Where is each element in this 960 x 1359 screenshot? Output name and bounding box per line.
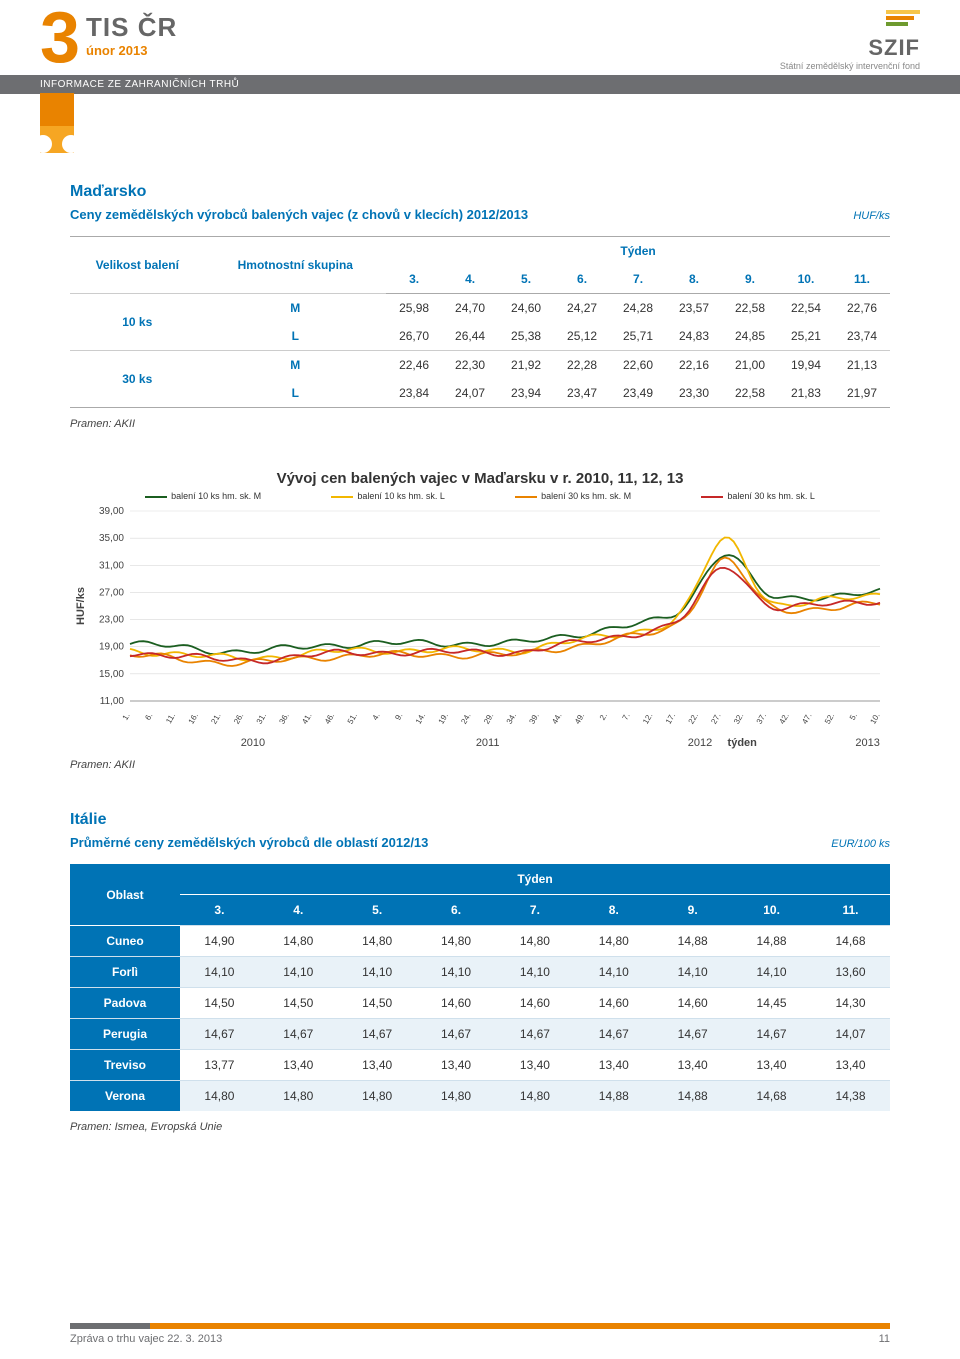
hungary-table: Velikost baleníHmotnostní skupinaTýden3.… — [70, 237, 890, 407]
hungary-unit: HUF/ks — [853, 210, 890, 222]
szif-logo-text: SZIF — [780, 35, 920, 61]
svg-text:23,00: 23,00 — [99, 615, 124, 626]
svg-text:5.: 5. — [848, 712, 859, 722]
svg-text:1.: 1. — [121, 712, 132, 722]
svg-text:7.: 7. — [621, 712, 632, 722]
svg-text:39.: 39. — [527, 712, 540, 726]
svg-text:6.: 6. — [143, 712, 154, 722]
svg-text:26.: 26. — [232, 712, 245, 726]
hungary-source: Pramen: AKII — [70, 418, 890, 430]
svg-text:24.: 24. — [459, 712, 472, 726]
header-deco-icon — [40, 93, 74, 153]
chart-source: Pramen: AKII — [70, 759, 890, 771]
svg-text:19.: 19. — [437, 712, 450, 726]
chart-legend: balení 10 ks hm. sk. Mbalení 10 ks hm. s… — [70, 491, 890, 501]
tis-logo-sub: únor 2013 — [86, 43, 177, 58]
svg-text:14.: 14. — [414, 712, 427, 726]
chart-year-row: 201020112012 týden2013 — [70, 737, 890, 749]
tis-logo: TIS ČR únor 2013 — [86, 10, 177, 58]
svg-text:17.: 17. — [664, 712, 677, 726]
svg-text:2.: 2. — [598, 712, 609, 722]
svg-text:22.: 22. — [687, 712, 700, 726]
header-left: 3 TIS ČR únor 2013 — [40, 10, 177, 68]
svg-text:19,00: 19,00 — [99, 642, 124, 653]
svg-text:39,00: 39,00 — [99, 506, 124, 517]
svg-text:10.: 10. — [868, 712, 881, 726]
svg-text:51.: 51. — [346, 712, 359, 726]
italy-table: OblastTýden3.4.5.6.7.8.9.10.11.Cuneo14,9… — [70, 864, 890, 1111]
svg-text:27,00: 27,00 — [99, 587, 124, 598]
tis-logo-title: TIS ČR — [86, 12, 177, 43]
szif-logo: SZIF Státní zemědělský intervenční fond — [780, 10, 920, 71]
italy-unit: EUR/100 ks — [831, 838, 890, 850]
svg-text:42.: 42. — [777, 712, 790, 726]
hungary-subtitle: Ceny zemědělských výrobců balených vajec… — [70, 207, 528, 222]
svg-text:37.: 37. — [755, 712, 768, 726]
chart-title: Vývoj cen balených vajec v Maďarsku v r.… — [70, 470, 890, 487]
footer-line — [70, 1323, 890, 1329]
svg-text:12.: 12. — [641, 712, 654, 726]
footer-left: Zpráva o trhu vajec 22. 3. 2013 — [70, 1333, 222, 1345]
svg-text:31.: 31. — [255, 712, 268, 726]
svg-text:29.: 29. — [482, 712, 495, 726]
svg-text:21.: 21. — [209, 712, 222, 726]
svg-text:31,00: 31,00 — [99, 560, 124, 571]
svg-text:47.: 47. — [800, 712, 813, 726]
svg-text:32.: 32. — [732, 712, 745, 726]
svg-text:HUF/ks: HUF/ks — [75, 587, 87, 625]
svg-text:34.: 34. — [505, 712, 518, 726]
svg-text:9.: 9. — [393, 712, 404, 722]
svg-text:36.: 36. — [277, 712, 290, 726]
svg-text:4.: 4. — [371, 712, 382, 722]
hungary-title: Maďarsko — [70, 183, 890, 201]
svg-text:35,00: 35,00 — [99, 533, 124, 544]
footer-page-number: 11 — [879, 1333, 890, 1345]
page-footer: Zpráva o trhu vajec 22. 3. 2013 11 — [0, 1323, 960, 1345]
chart-svg: 11,00 15,00 19,00 23,00 27,00 31,00 35,00 39,00… — [70, 505, 890, 735]
header-band: INFORMACE ZE ZAHRANIČNÍCH TRHŮ — [0, 75, 960, 94]
svg-text:16.: 16. — [187, 712, 200, 726]
svg-text:15,00: 15,00 — [99, 669, 124, 680]
italy-source: Pramen: Ismea, Evropská Unie — [70, 1121, 890, 1133]
svg-text:49.: 49. — [573, 712, 586, 726]
italy-subtitle: Průměrné ceny zemědělských výrobců dle o… — [70, 835, 428, 850]
italy-title: Itálie — [70, 811, 890, 829]
szif-logo-sub: Státní zemědělský intervenční fond — [780, 61, 920, 71]
issue-number: 3 — [40, 10, 80, 68]
svg-text:46.: 46. — [323, 712, 336, 726]
chart-section: Vývoj cen balených vajec v Maďarsku v r.… — [70, 470, 890, 749]
svg-text:52.: 52. — [823, 712, 836, 726]
svg-text:44.: 44. — [550, 712, 563, 726]
svg-text:27.: 27. — [709, 712, 722, 726]
page-header: 3 TIS ČR únor 2013 SZIF Státní zemědělsk… — [0, 0, 960, 71]
szif-bars-icon — [886, 10, 920, 28]
svg-text:11.: 11. — [164, 712, 177, 726]
svg-text:41.: 41. — [300, 712, 313, 726]
svg-text:11,00: 11,00 — [100, 696, 125, 707]
